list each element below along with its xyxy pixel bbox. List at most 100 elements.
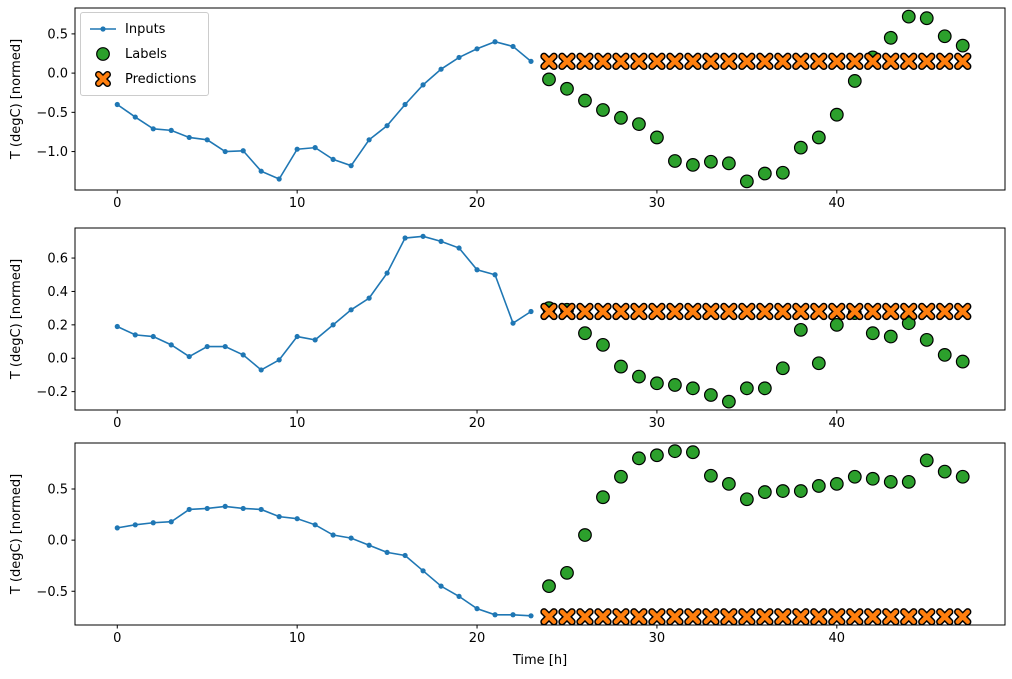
label-point (955, 38, 970, 53)
label-point (829, 107, 844, 122)
input-point (132, 522, 138, 528)
label-point (919, 453, 934, 468)
input-point (168, 519, 174, 525)
y-tick-label: −1.0 (36, 145, 68, 160)
y-axis-label: T (degC) [normed] (9, 39, 24, 160)
label-point (578, 326, 592, 341)
label-point (596, 103, 610, 117)
input-point (402, 552, 408, 559)
label-point (614, 359, 628, 374)
series-inputs (114, 233, 534, 373)
label-point (829, 317, 844, 332)
label-point (686, 157, 700, 172)
label-point (739, 174, 754, 189)
prediction-point (685, 304, 701, 319)
plot-area (114, 233, 972, 409)
input-point (366, 137, 372, 143)
label-point (757, 485, 772, 499)
label-point (560, 81, 574, 96)
input-point (258, 168, 264, 174)
label-point (811, 356, 826, 371)
prediction-point (829, 304, 845, 319)
label-point (721, 156, 736, 171)
input-point (348, 163, 354, 169)
label-point (901, 9, 916, 24)
input-point (294, 516, 300, 522)
prediction-point (577, 609, 593, 625)
input-point (384, 270, 390, 276)
input-point (510, 320, 516, 326)
prediction-point (847, 54, 862, 69)
inputs-line-icon (88, 20, 118, 38)
plot-area (114, 444, 972, 626)
input-point (114, 525, 120, 531)
label-point (937, 29, 952, 44)
prediction-point (829, 54, 845, 69)
input-point (132, 332, 138, 338)
prediction-point (559, 54, 575, 69)
input-point (510, 612, 516, 618)
input-point (222, 148, 228, 155)
label-point (578, 93, 592, 108)
label-point (883, 329, 898, 344)
label-point (650, 448, 664, 463)
label-point (793, 140, 808, 155)
input-point (114, 323, 120, 330)
input-point (186, 134, 192, 141)
predictions-x-icon (88, 70, 118, 88)
prediction-point (721, 54, 737, 69)
series-predictions (540, 52, 972, 71)
prediction-point (541, 609, 557, 625)
legend-label-inputs: Inputs (125, 21, 166, 37)
y-tick-label: 0.5 (47, 27, 68, 42)
legend-label-predictions: Predictions (125, 71, 197, 87)
series-labels (542, 444, 970, 594)
label-point (811, 130, 826, 145)
prediction-point (955, 54, 970, 69)
label-point (901, 474, 916, 489)
x-tick-label: 0 (113, 631, 121, 646)
legend-item-labels: Labels (88, 43, 196, 65)
input-point (168, 127, 174, 133)
input-point (438, 238, 444, 244)
input-point (240, 148, 246, 154)
prediction-point (685, 54, 701, 69)
prediction-point (847, 609, 862, 625)
label-point (632, 451, 646, 466)
input-point (258, 506, 264, 513)
input-point (294, 146, 300, 152)
x-tick-label: 10 (289, 196, 306, 211)
label-point (757, 381, 772, 396)
prediction-point (865, 609, 880, 625)
input-point (150, 333, 156, 340)
input-point (294, 333, 300, 340)
label-point (883, 30, 898, 45)
label-point (668, 444, 682, 459)
label-point (739, 492, 754, 507)
prediction-point (613, 304, 629, 319)
input-point (420, 82, 426, 88)
input-point (348, 307, 354, 313)
legend: Inputs Labels Predictions (80, 12, 210, 96)
series-predictions (540, 608, 972, 626)
prediction-point (631, 609, 647, 625)
prediction-point (793, 609, 809, 625)
y-tick-label: −0.2 (36, 385, 68, 400)
label-point (919, 332, 934, 347)
y-tick-label: 0.6 (47, 252, 68, 267)
prediction-point (865, 304, 880, 319)
axes-frame (74, 442, 1006, 626)
input-point (438, 583, 444, 589)
y-tick-label: 0.0 (47, 352, 68, 367)
x-tick-label: 10 (289, 416, 306, 431)
label-point (686, 381, 700, 396)
input-point (528, 613, 534, 619)
prediction-point (667, 609, 683, 625)
label-point (937, 464, 952, 479)
input-point (222, 343, 228, 350)
prediction-point (721, 304, 737, 319)
label-point (703, 154, 718, 169)
prediction-point (901, 54, 916, 69)
prediction-point (685, 609, 701, 625)
